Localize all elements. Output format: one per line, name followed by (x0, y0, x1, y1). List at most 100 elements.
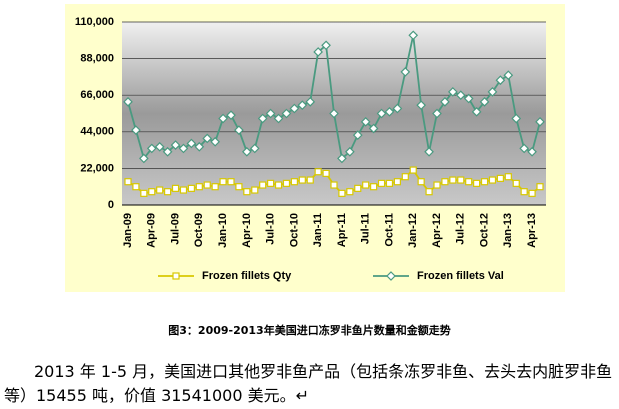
data-point (384, 106, 395, 117)
data-point (179, 186, 188, 194)
data-point (487, 87, 498, 97)
y-tick-label: 22,000 (80, 162, 114, 174)
data-point (227, 178, 235, 186)
data-point (186, 138, 197, 149)
data-point (305, 97, 316, 107)
data-point (140, 189, 148, 197)
data-point (337, 153, 347, 164)
data-point (162, 146, 173, 157)
data-point (330, 181, 338, 189)
data-point (138, 153, 149, 164)
y-tick-label: 44,000 (80, 126, 114, 138)
data-point (164, 188, 172, 196)
data-point (338, 189, 346, 197)
data-point (289, 103, 300, 114)
data-point (385, 179, 394, 187)
data-point (210, 136, 221, 147)
data-point (172, 272, 180, 280)
data-point (408, 30, 419, 41)
data-point (251, 186, 259, 194)
x-tick-label: Jan-09 (122, 213, 134, 248)
data-point (360, 116, 371, 127)
data-point (409, 166, 417, 174)
x-tick-label: Apr-11 (336, 213, 348, 247)
data-point (282, 179, 291, 187)
data-point (511, 113, 522, 124)
data-point (178, 143, 189, 154)
x-tick-label: Jul-12 (455, 213, 467, 245)
data-point (243, 188, 251, 196)
x-tick-label: Jan-10 (217, 213, 229, 248)
data-point (132, 183, 140, 191)
data-point (479, 97, 490, 107)
data-point (314, 168, 322, 176)
data-point (386, 271, 396, 281)
data-point (432, 108, 442, 119)
data-point (455, 90, 466, 101)
chart: 0 22,000 44,000 66,000 88,000 110,000 Jan-09 Ap… (65, 4, 565, 292)
data-point (433, 181, 441, 189)
data-point (148, 188, 156, 196)
data-point (352, 130, 363, 140)
data-point (187, 184, 195, 192)
data-point (202, 133, 213, 144)
y-tick-label: 0 (108, 199, 114, 211)
data-point (519, 143, 530, 154)
data-point (441, 178, 449, 186)
data-point (298, 176, 306, 184)
data-point (344, 146, 355, 157)
data-point (154, 141, 165, 152)
x-tick-label: Oct-10 (288, 213, 300, 247)
data-point (425, 188, 433, 196)
data-point (211, 183, 219, 191)
data-point (267, 179, 275, 187)
data-point (274, 181, 283, 189)
data-point (249, 143, 260, 154)
data-point (528, 189, 536, 197)
x-tick-label: Jul-11 (360, 213, 372, 244)
data-point (393, 178, 401, 186)
data-point (195, 183, 203, 191)
data-point (241, 146, 252, 157)
data-point (313, 47, 324, 57)
legend-label: Frozen fillets Val (417, 270, 504, 282)
data-point (194, 141, 205, 152)
data-point (449, 176, 457, 184)
x-tick-label: Oct-09 (193, 213, 205, 247)
data-point (471, 106, 482, 117)
data-point (290, 178, 298, 186)
data-point (354, 184, 362, 192)
data-point (377, 179, 386, 187)
x-tick-label: Oct-12 (478, 213, 490, 247)
data-point (473, 179, 481, 187)
data-point (257, 113, 268, 124)
data-point (131, 125, 141, 135)
data-point (321, 40, 331, 51)
y-tick-label: 110,000 (75, 16, 114, 28)
data-point (400, 67, 411, 77)
data-point (218, 113, 228, 124)
data-point (170, 140, 181, 150)
data-point (273, 113, 284, 124)
data-point (370, 183, 378, 191)
x-tick-label: Apr-09 (146, 213, 158, 248)
data-point (416, 100, 427, 111)
data-point (535, 116, 545, 127)
data-point (417, 178, 425, 186)
data-point (219, 178, 227, 186)
legend-label: Frozen fillets Qty (202, 270, 292, 282)
data-point (281, 108, 292, 119)
data-point (123, 97, 133, 107)
data-point (368, 123, 379, 134)
data-point (503, 70, 514, 81)
x-tick-label: Jul-10 (265, 213, 277, 245)
data-point (504, 173, 512, 181)
data-point (124, 178, 132, 186)
paragraph: 2013 年 1-5 月，美国进口其他罗非鱼产品（包括条冻罗非鱼、去头去内脏罗非… (4, 362, 613, 405)
data-point (496, 174, 504, 182)
data-point (376, 108, 387, 119)
x-tick-label: Apr-12 (431, 213, 443, 248)
x-tick-label: Jan-13 (502, 213, 514, 248)
x-tick-label: Oct-11 (383, 213, 395, 247)
